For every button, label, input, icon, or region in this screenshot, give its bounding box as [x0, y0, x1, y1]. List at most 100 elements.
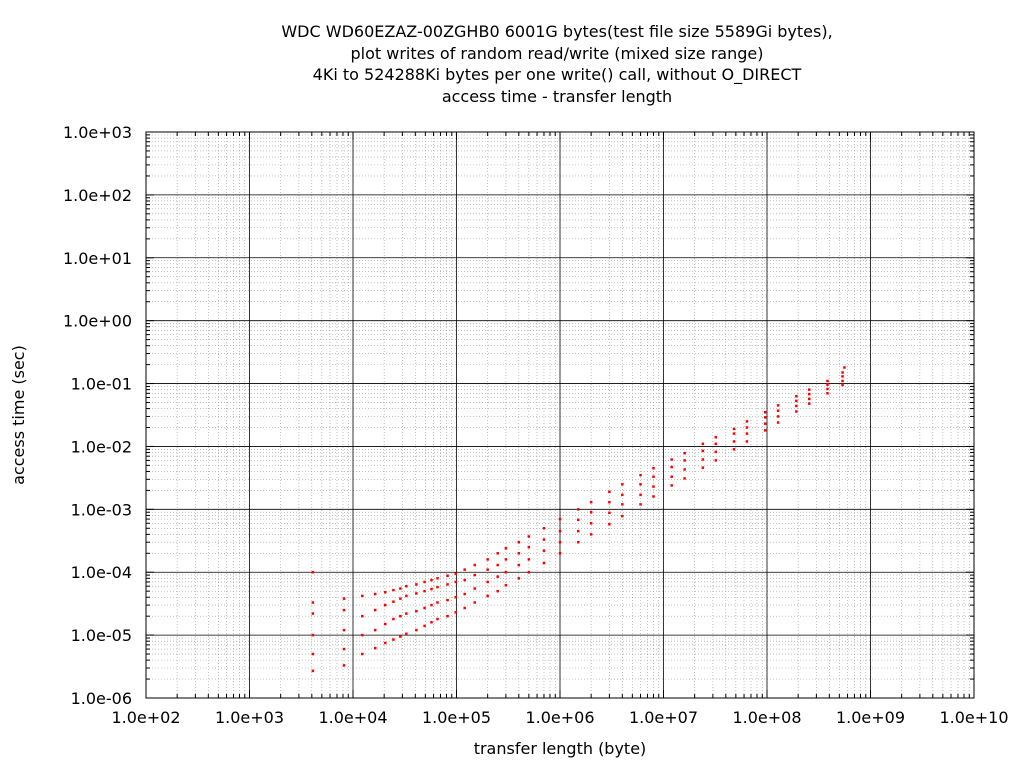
data-point — [463, 606, 466, 610]
data-point — [608, 522, 611, 526]
x-tick-label: 1.0e+10 — [939, 708, 1008, 727]
data-point — [808, 397, 811, 401]
data-point — [496, 575, 499, 578]
data-point — [383, 641, 387, 645]
data-point — [392, 588, 395, 592]
data-point — [399, 587, 402, 590]
data-point — [415, 628, 418, 632]
data-point — [732, 440, 736, 443]
data-point — [776, 421, 780, 424]
data-point — [486, 580, 489, 584]
data-point — [701, 442, 705, 446]
data-point — [342, 647, 346, 651]
data-point — [826, 387, 829, 391]
data-point — [454, 611, 457, 614]
y-tick-label: 1.0e-01 — [71, 375, 132, 394]
y-tick-label: 1.0e+03 — [63, 123, 132, 142]
data-point — [795, 399, 798, 403]
data-point — [826, 392, 829, 395]
data-point — [430, 621, 433, 624]
data-point — [576, 540, 580, 544]
data-point — [486, 568, 489, 571]
data-point — [517, 552, 521, 555]
data-point — [701, 466, 705, 469]
x-tick-label: 1.0e+05 — [422, 708, 491, 727]
data-point — [517, 577, 521, 580]
data-point — [589, 533, 593, 536]
data-point — [392, 600, 395, 603]
data-point — [558, 540, 562, 544]
data-point — [652, 495, 655, 498]
data-point — [714, 436, 718, 439]
data-point — [473, 587, 476, 590]
data-point — [446, 598, 449, 602]
data-point — [701, 449, 705, 453]
data-point — [496, 589, 499, 593]
data-point — [776, 409, 780, 412]
data-point — [383, 591, 387, 594]
data-point — [415, 609, 418, 613]
data-point — [826, 379, 829, 383]
data-point — [808, 402, 811, 405]
data-point — [423, 624, 426, 628]
data-point — [473, 563, 476, 567]
data-point — [361, 594, 364, 598]
data-point — [415, 592, 418, 595]
y-tick-label: 1.0e+02 — [63, 186, 132, 205]
data-point — [486, 594, 489, 598]
data-point — [639, 473, 642, 477]
data-point — [496, 563, 499, 567]
data-point — [542, 561, 546, 565]
data-point — [841, 383, 844, 387]
data-point — [639, 483, 642, 486]
data-point — [576, 529, 580, 533]
data-point — [392, 617, 395, 621]
chart-title: WDC WD60EZAZ-00ZGHB0 6001G bytes(test fi… — [281, 22, 832, 106]
chart-title-line-2: plot writes of random read/write (mixed … — [351, 44, 764, 63]
x-tick-label: 1.0e+09 — [836, 708, 905, 727]
data-point — [454, 572, 457, 575]
data-point — [608, 500, 611, 504]
data-point — [430, 587, 433, 591]
data-point — [446, 583, 449, 586]
data-point — [808, 388, 811, 391]
data-point — [454, 580, 457, 584]
data-point — [732, 432, 736, 435]
data-point — [405, 594, 408, 598]
data-point — [589, 500, 593, 504]
y-tick-label: 1.0e-03 — [71, 500, 132, 519]
x-tick-label: 1.0e+03 — [215, 708, 284, 727]
data-point — [683, 468, 686, 471]
data-point — [446, 574, 449, 577]
data-point — [430, 603, 433, 607]
data-point — [361, 614, 364, 618]
data-point — [808, 392, 811, 396]
data-point — [542, 538, 546, 541]
data-point — [542, 549, 546, 552]
data-point — [621, 493, 624, 497]
data-point — [652, 485, 655, 488]
data-point — [361, 633, 364, 637]
data-point — [542, 527, 546, 530]
data-point — [558, 529, 562, 533]
y-tick-label: 1.0e+00 — [63, 312, 132, 331]
data-point — [652, 475, 655, 478]
data-point — [683, 477, 686, 480]
data-point — [473, 601, 476, 604]
data-point — [527, 570, 531, 574]
data-point — [558, 552, 562, 555]
data-point — [399, 635, 402, 638]
data-point — [361, 652, 364, 656]
y-tick-label: 1.0e-02 — [71, 437, 132, 456]
data-point — [392, 638, 395, 641]
data-point — [527, 558, 531, 561]
data-point — [776, 415, 780, 418]
y-tick-label: 1.0e+01 — [63, 249, 132, 268]
data-point — [504, 570, 508, 574]
data-point — [423, 589, 426, 593]
x-tick-label: 1.0e+08 — [732, 708, 801, 727]
data-point — [399, 597, 402, 600]
data-point — [311, 570, 315, 574]
data-point — [714, 450, 718, 454]
